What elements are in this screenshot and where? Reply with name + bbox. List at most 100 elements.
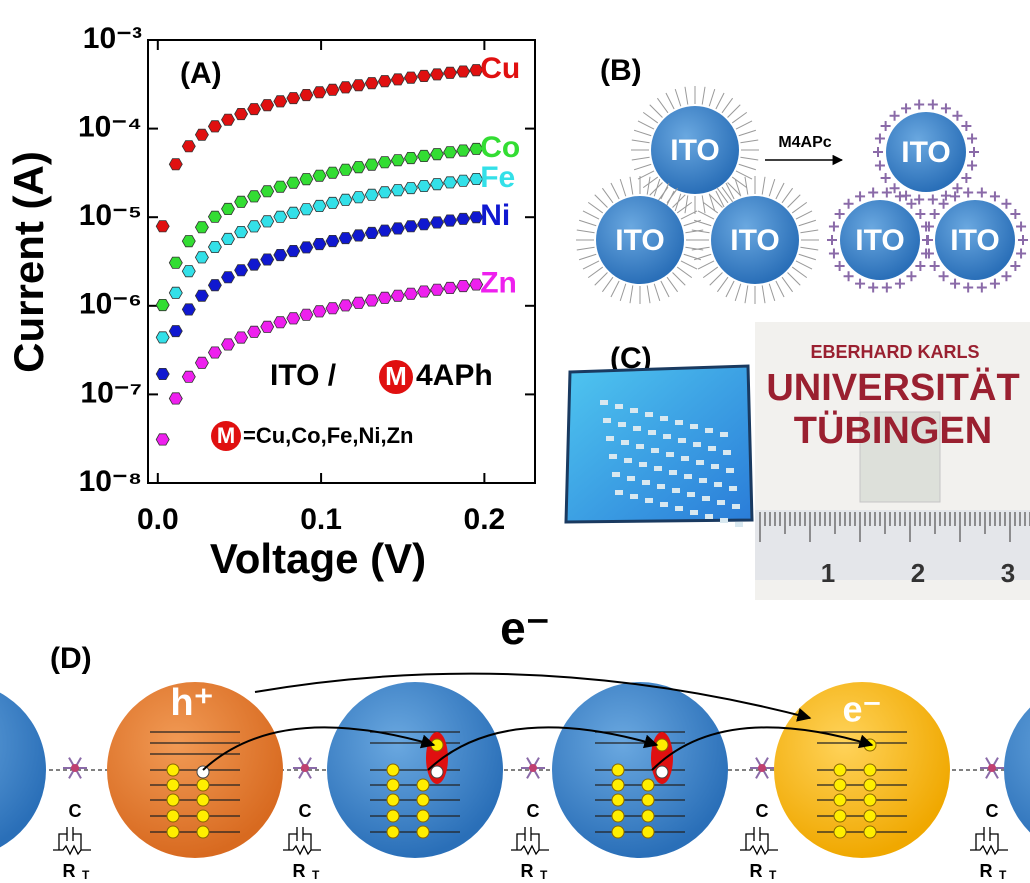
ligand: [762, 285, 765, 303]
data-point: [195, 357, 208, 368]
particle: [1004, 682, 1030, 858]
data-point: [391, 155, 404, 166]
ligand: [728, 105, 741, 118]
annotation: =Cu,Co,Fe,Ni,Zn: [243, 423, 414, 448]
molecule: [988, 764, 996, 772]
contact: [714, 482, 722, 487]
molecule: [952, 183, 962, 193]
data-point: [378, 187, 391, 198]
data-point: [235, 196, 248, 207]
data-point: [365, 295, 378, 306]
ligand: [740, 140, 758, 143]
ligand: [579, 254, 596, 260]
electron: [612, 826, 624, 838]
circuit: [53, 827, 91, 854]
electron: [864, 779, 876, 791]
ligand: [762, 177, 765, 195]
electron: [612, 764, 624, 776]
electron: [167, 826, 179, 838]
contact: [660, 416, 668, 421]
data-point: [261, 100, 274, 111]
data-point: [313, 87, 326, 98]
data-point: [169, 287, 182, 298]
panel-a: (A) Current (A) Voltage (V) ITO / M 4APh…: [5, 22, 535, 582]
molecule: [844, 271, 854, 281]
data-point: [444, 67, 457, 78]
capacitor-label: C: [299, 801, 312, 821]
molecule: [71, 764, 79, 772]
electron: [864, 826, 876, 838]
molecule: [990, 191, 1000, 201]
molecule: [977, 283, 987, 293]
data-point: [378, 292, 391, 303]
molecule: [895, 279, 905, 289]
series-label: Ni: [480, 199, 510, 232]
data-point: [300, 309, 313, 320]
molecule: [875, 161, 885, 171]
contact: [720, 432, 728, 437]
molecule: [914, 99, 924, 109]
contact: [621, 440, 629, 445]
ligand: [643, 177, 658, 188]
data-point: [182, 371, 195, 382]
data-point: [326, 235, 339, 246]
ligand: [667, 277, 678, 292]
data-point: [248, 326, 261, 337]
molecule: [941, 103, 951, 113]
molecule: [967, 161, 977, 171]
ligand: [788, 273, 801, 286]
data-point: [169, 393, 182, 404]
ligand: [709, 89, 715, 106]
electron: [387, 794, 399, 806]
data-point: [274, 317, 287, 328]
data-point: [391, 290, 404, 301]
data-point: [156, 434, 169, 445]
capacitor-label: C: [69, 801, 82, 821]
electron: [612, 779, 624, 791]
data-point: [457, 175, 470, 186]
particle-label: ITO: [670, 134, 719, 167]
ligand: [745, 177, 748, 195]
y-tick-label: 10⁻⁷: [80, 376, 142, 409]
molecule: [855, 279, 865, 289]
ligand: [736, 171, 752, 179]
figure: (A) Current (A) Voltage (V) ITO / M 4APh…: [0, 0, 1030, 883]
molecule: [961, 173, 971, 183]
data-point: [222, 339, 235, 350]
data-point: [208, 280, 221, 291]
electron: [417, 810, 429, 822]
electron: [864, 764, 876, 776]
molecule: [835, 209, 845, 219]
molecule: [967, 133, 977, 143]
electron: [197, 794, 209, 806]
ruler-label: 3: [1001, 558, 1015, 588]
contact: [735, 522, 743, 527]
molecule: [835, 261, 845, 271]
photo-text: UNIVERSITÄT: [766, 366, 1019, 409]
data-point: [182, 304, 195, 315]
data-point: [378, 157, 391, 168]
data-point: [339, 233, 352, 244]
data-point: [418, 70, 431, 81]
data-point: [287, 93, 300, 104]
data-point: [404, 288, 417, 299]
data-point: [404, 72, 417, 83]
data-point: [195, 252, 208, 263]
data-point: [274, 96, 287, 107]
series-label: Zn: [480, 266, 517, 299]
ligand: [602, 188, 613, 203]
resistor-subscript: T: [540, 868, 548, 882]
contact: [615, 490, 623, 495]
molecule: [829, 249, 839, 259]
chip-photo: [566, 366, 752, 522]
electron: [387, 810, 399, 822]
data-point: [326, 84, 339, 95]
data-point: [352, 297, 365, 308]
molecule: [895, 191, 905, 201]
data-point: [326, 197, 339, 208]
contact: [660, 502, 668, 507]
data-point: [195, 129, 208, 140]
ligand: [602, 277, 613, 292]
data-point: [457, 66, 470, 77]
data-point: [287, 313, 300, 324]
